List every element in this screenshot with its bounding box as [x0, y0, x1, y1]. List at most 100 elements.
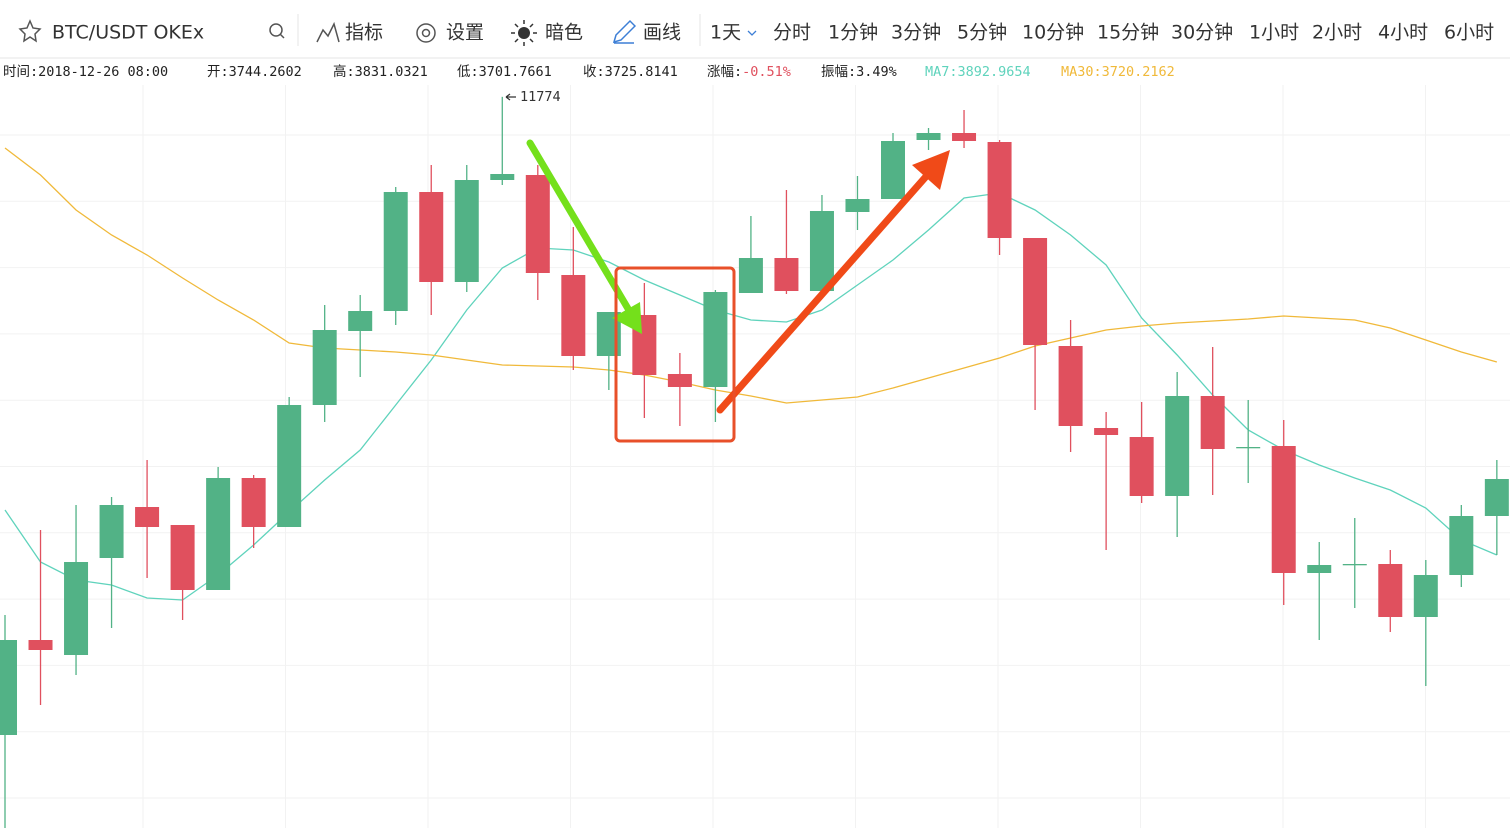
- info-value: 2018-12-26 08:00: [38, 64, 168, 80]
- tool-button[interactable]: 设置: [446, 22, 484, 44]
- candle-body: [454, 180, 479, 282]
- candle-body: [277, 405, 302, 527]
- candle-body: [1200, 396, 1225, 449]
- candle-body: [916, 133, 941, 140]
- interval-button[interactable]: 10分钟: [1022, 22, 1084, 44]
- info-item: 收:3725.8141: [583, 64, 678, 80]
- info-item: MA7:3892.9654: [925, 64, 1031, 80]
- tool-button[interactable]: 指标: [345, 22, 383, 44]
- candle-body: [99, 505, 124, 558]
- candle-body: [0, 640, 17, 735]
- interval-button[interactable]: 5分钟: [957, 22, 1007, 44]
- draw-icon: [612, 19, 637, 44]
- info-label: 振幅:: [821, 64, 856, 80]
- search-icon[interactable]: [269, 23, 285, 39]
- info-label: 时间:: [3, 64, 38, 80]
- candle-body: [809, 211, 834, 291]
- candle-body: [845, 199, 870, 212]
- candle-body: [206, 478, 231, 590]
- info-item: 时间:2018-12-26 08:00: [3, 64, 168, 80]
- info-value: 3701.7661: [479, 64, 552, 80]
- info-label: 低:: [457, 64, 479, 80]
- interval-button[interactable]: 15分钟: [1097, 22, 1159, 44]
- candle-body: [28, 640, 53, 650]
- candle-body: [1378, 564, 1403, 617]
- candle-body: [1236, 447, 1261, 449]
- candle-body: [1484, 479, 1509, 516]
- info-item: 开:3744.2602: [207, 64, 302, 80]
- info-label: 高:: [333, 63, 355, 80]
- interval-button[interactable]: 4小时: [1378, 22, 1428, 44]
- green-arrowhead: [612, 302, 642, 334]
- candle-body: [383, 192, 408, 311]
- candle-body: [1129, 437, 1154, 496]
- candle-body: [419, 192, 444, 282]
- tool-button[interactable]: 画线: [643, 22, 681, 44]
- info-label: MA30:: [1061, 64, 1102, 80]
- candle-body: [135, 507, 160, 527]
- candle-body: [241, 478, 266, 527]
- candle-body: [703, 292, 728, 387]
- info-item: MA30:3720.2162: [1061, 64, 1175, 80]
- settings-icon: [416, 23, 436, 43]
- candle-body: [667, 374, 692, 387]
- interval-chevron[interactable]: [747, 30, 757, 36]
- candle-body: [774, 258, 799, 291]
- max-pointer: [505, 93, 516, 101]
- candle-body: [1023, 238, 1048, 345]
- info-label: 涨幅:: [707, 64, 742, 80]
- indicator-icon: [316, 21, 340, 43]
- interval-button[interactable]: 1天: [710, 22, 741, 44]
- red-arrow: [716, 168, 934, 414]
- interval-button[interactable]: 1小时: [1249, 22, 1299, 44]
- info-label: 开:: [207, 64, 229, 80]
- candle-body: [490, 174, 515, 180]
- candle-body: [1271, 446, 1296, 573]
- info-item: 高:3831.0321: [333, 63, 428, 80]
- symbol[interactable]: BTC/USDT OKEx: [52, 22, 204, 44]
- candle-body: [1058, 346, 1083, 426]
- candle-body: [987, 142, 1012, 238]
- candle-body: [881, 141, 905, 199]
- ma-line: [4, 147, 1498, 404]
- info-value: 3725.8141: [605, 64, 678, 80]
- candle-body: [1307, 565, 1332, 573]
- candle-body: [170, 525, 195, 590]
- info-value: 3744.2602: [229, 64, 302, 80]
- candle-body: [1342, 564, 1367, 566]
- interval-button[interactable]: 30分钟: [1171, 22, 1233, 44]
- dark-icon: [511, 20, 537, 46]
- candle-body: [952, 133, 977, 141]
- interval-button[interactable]: 1分钟: [828, 22, 878, 44]
- interval-button[interactable]: 3分钟: [891, 22, 941, 44]
- candle-body: [312, 330, 337, 405]
- interval-button[interactable]: 2小时: [1312, 22, 1362, 44]
- candle-body: [348, 311, 373, 331]
- interval-button[interactable]: 6小时: [1444, 22, 1494, 44]
- candle-body: [561, 275, 586, 356]
- info-value: 3831.0321: [355, 64, 428, 80]
- candle-body: [525, 175, 550, 273]
- info-value: 3720.2162: [1102, 64, 1175, 80]
- candle-body: [1165, 396, 1190, 496]
- candle-body: [738, 258, 763, 293]
- annotations: [526, 139, 950, 443]
- candle-body: [1413, 575, 1438, 617]
- candle-body: [64, 562, 89, 655]
- candle-body: [1094, 428, 1119, 435]
- info-value: 3892.9654: [958, 64, 1031, 80]
- favorite-star[interactable]: [18, 19, 42, 43]
- toolbar: [0, 0, 1510, 58]
- tool-button[interactable]: 暗色: [545, 22, 583, 44]
- max-label: 11774: [520, 89, 561, 105]
- green-arrow: [526, 139, 634, 316]
- info-item: 振幅:3.49%: [821, 64, 897, 80]
- candle-body: [1449, 516, 1474, 575]
- info-label: MA7:: [925, 64, 958, 80]
- red-arrowhead: [912, 150, 950, 190]
- interval-button[interactable]: 分时: [773, 22, 811, 44]
- info-value: -0.51%: [742, 64, 791, 80]
- info-label: 收:: [583, 64, 605, 80]
- info-item: 低:3701.7661: [457, 64, 552, 80]
